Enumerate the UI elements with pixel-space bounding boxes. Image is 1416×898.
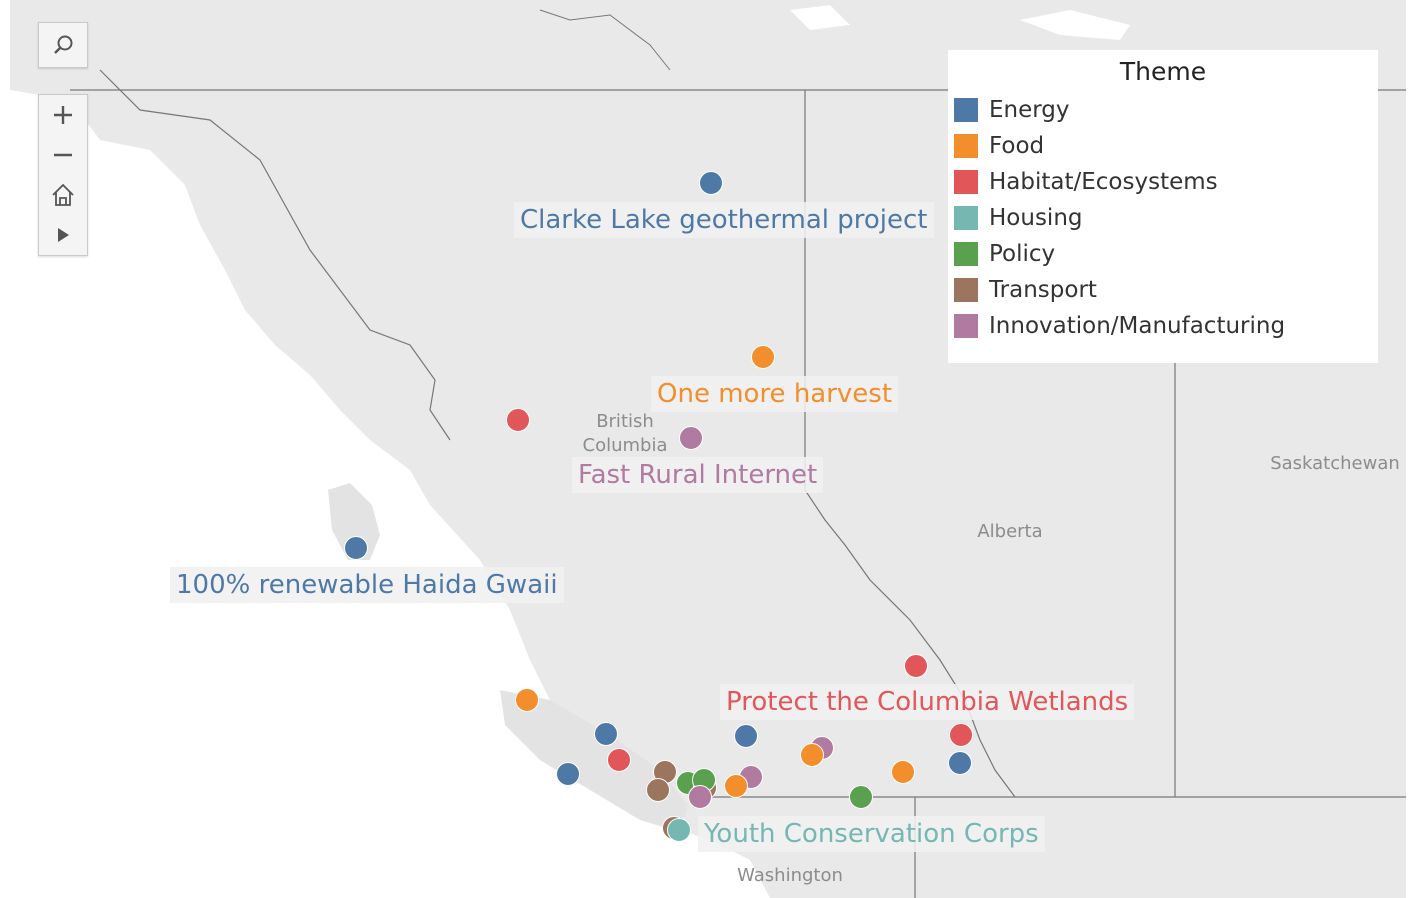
- legend-item[interactable]: Food: [954, 131, 1044, 161]
- legend-swatch: [954, 170, 978, 194]
- map-point-label[interactable]: Clarke Lake geothermal project: [514, 202, 934, 238]
- region-label-line: British: [596, 411, 654, 432]
- map-point-habitat-ecosystems[interactable]: [607, 748, 631, 772]
- region-label-saskatchewan: Saskatchewan: [1265, 452, 1405, 476]
- border-alaska: [99, 69, 451, 441]
- map-toolbar: [38, 22, 88, 256]
- map-point-transport[interactable]: [646, 778, 670, 802]
- expand-button[interactable]: [39, 215, 87, 255]
- legend-title: Theme: [1119, 57, 1207, 86]
- legend-label: Innovation/Manufacturing: [989, 313, 1286, 339]
- home-button[interactable]: [39, 175, 87, 215]
- legend-item[interactable]: Energy: [954, 95, 1070, 125]
- legend-swatch: [954, 98, 978, 122]
- map-point-energy[interactable]: [556, 762, 580, 786]
- map-point-habitat-ecosystems[interactable]: [949, 723, 973, 747]
- legend-swatch: [954, 134, 978, 158]
- legend-item[interactable]: Policy: [954, 239, 1055, 269]
- legend-swatch: [954, 242, 978, 266]
- legend-label: Habitat/Ecosystems: [989, 169, 1218, 195]
- legend-swatch: [954, 206, 978, 230]
- home-icon: [52, 183, 74, 206]
- region-label-washington: Washington: [725, 864, 855, 888]
- legend-label: Transport: [989, 277, 1097, 303]
- legend: Theme Energy Food Habitat/Ecosystems Housin…: [948, 50, 1378, 363]
- map-point-energy[interactable]: [594, 722, 618, 746]
- map-point-food[interactable]: [800, 743, 824, 767]
- map-point-label[interactable]: Fast Rural Internet: [572, 457, 824, 493]
- legend-item[interactable]: Habitat/Ecosystems: [954, 167, 1218, 197]
- map-point-food[interactable]: [515, 688, 539, 712]
- map-canvas[interactable]: British Columbia Alberta Saskatchewan Washin…: [10, 0, 1406, 898]
- search-icon: [54, 35, 73, 54]
- minus-icon: [54, 153, 72, 157]
- map-point-food[interactable]: [891, 760, 915, 784]
- legend-item[interactable]: Housing: [954, 203, 1083, 233]
- map-point-label[interactable]: One more harvest: [651, 376, 899, 412]
- legend-label: Energy: [989, 97, 1070, 123]
- map-point-label[interactable]: 100% renewable Haida Gwaii: [170, 567, 564, 603]
- map-point-innovation-manufacturing[interactable]: [679, 426, 703, 450]
- map-point-energy[interactable]: [948, 751, 972, 775]
- map-point-energy[interactable]: [344, 536, 368, 560]
- basemap: [10, 5, 1406, 898]
- map-point-habitat-ecosystems[interactable]: [506, 408, 530, 432]
- region-label-alberta: Alberta: [960, 520, 1060, 544]
- region-label-line: Alberta: [977, 521, 1043, 542]
- legend-label: Housing: [989, 205, 1083, 231]
- plus-icon: [54, 106, 72, 124]
- region-label-bc: British Columbia: [570, 410, 680, 458]
- legend-item[interactable]: Innovation/Manufacturing: [954, 311, 1285, 341]
- lakes: [539, 9, 671, 71]
- legend-item[interactable]: Transport: [954, 275, 1097, 305]
- border-bc-alberta: [804, 90, 1016, 798]
- zoom-controls: [38, 94, 88, 256]
- haida-gwaii: [328, 483, 380, 560]
- map-point-label[interactable]: Protect the Columbia Wetlands: [720, 684, 1135, 720]
- play-icon: [58, 228, 69, 242]
- pacific-ocean: [10, 90, 770, 898]
- map-point-food[interactable]: [751, 345, 775, 369]
- legend-label: Policy: [989, 241, 1056, 267]
- search-button[interactable]: [39, 23, 87, 67]
- map-point-innovation-manufacturing[interactable]: [688, 785, 712, 809]
- legend-swatch: [954, 314, 978, 338]
- zoom-in-button[interactable]: [39, 95, 87, 135]
- vancouver-island: [500, 690, 688, 832]
- map-point-food[interactable]: [724, 774, 748, 798]
- region-label-line: Washington: [737, 865, 843, 886]
- map-point-habitat-ecosystems[interactable]: [904, 654, 928, 678]
- map-point-housing[interactable]: [667, 818, 691, 842]
- zoom-out-button[interactable]: [39, 135, 87, 175]
- map-point-label[interactable]: Youth Conservation Corps: [698, 816, 1045, 852]
- region-label-line: Columbia: [582, 435, 668, 456]
- map-point-policy[interactable]: [849, 785, 873, 809]
- map-point-energy[interactable]: [699, 171, 723, 195]
- legend-swatch: [954, 278, 978, 302]
- lake-east: [1020, 10, 1130, 40]
- map-point-energy[interactable]: [734, 724, 758, 748]
- legend-label: Food: [989, 133, 1045, 159]
- lake-north: [790, 5, 850, 30]
- region-label-line: Saskatchewan: [1270, 453, 1400, 474]
- search-tool: [38, 22, 88, 68]
